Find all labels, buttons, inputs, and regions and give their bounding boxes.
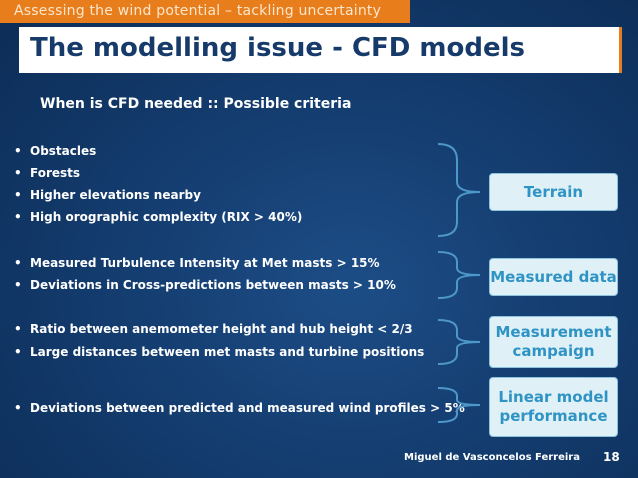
brace-measured-data bbox=[437, 251, 481, 299]
footer-author: Miguel de Vasconcelos Ferreira bbox=[404, 452, 580, 463]
bullet-text: Higher elevations nearby bbox=[30, 188, 201, 202]
brace-terrain bbox=[437, 143, 481, 237]
bullet-marker: • bbox=[14, 322, 22, 336]
section-header-bar: Assessing the wind potential – tackling … bbox=[0, 0, 410, 23]
bullet-marker: • bbox=[14, 256, 22, 270]
section-header-text: Assessing the wind potential – tackling … bbox=[14, 3, 382, 19]
criterion-linear-model-performance: Linear model performance bbox=[489, 377, 618, 437]
criterion-measured-data: Measured data bbox=[489, 258, 618, 296]
bullet-text: Deviations in Cross-predictions between … bbox=[30, 278, 396, 292]
bullet-item: • Higher elevations nearby bbox=[14, 188, 201, 202]
slide-subtitle: When is CFD needed :: Possible criteria bbox=[40, 96, 352, 112]
bullet-item: • Obstacles bbox=[14, 144, 96, 158]
criterion-measurement-campaign: Measurement campaign bbox=[489, 316, 618, 368]
bullet-marker: • bbox=[14, 345, 22, 359]
bullet-marker: • bbox=[14, 401, 22, 415]
criterion-terrain: Terrain bbox=[489, 173, 618, 211]
bullet-text: Obstacles bbox=[30, 144, 97, 158]
brace-linear-model bbox=[437, 387, 481, 423]
bullet-text: High orographic complexity (RIX > 40%) bbox=[30, 210, 303, 224]
bullet-text: Deviations between predicted and measure… bbox=[30, 401, 465, 415]
bullet-marker: • bbox=[14, 144, 22, 158]
bullet-text: Forests bbox=[30, 166, 81, 180]
bullet-marker: • bbox=[14, 278, 22, 292]
title-box: The modelling issue - CFD models bbox=[19, 27, 622, 73]
bullet-text: Measured Turbulence Intensity at Met mas… bbox=[30, 256, 380, 270]
bullet-marker: • bbox=[14, 188, 22, 202]
bullet-item: • Forests bbox=[14, 166, 80, 180]
slide-title: The modelling issue - CFD models bbox=[30, 33, 526, 63]
bullet-marker: • bbox=[14, 210, 22, 224]
bullet-item: • High orographic complexity (RIX > 40%) bbox=[14, 210, 302, 224]
bullet-marker: • bbox=[14, 166, 22, 180]
page-number: 18 bbox=[603, 450, 620, 464]
bullet-text: Large distances between met masts and tu… bbox=[30, 345, 425, 359]
bullet-item: • Measured Turbulence Intensity at Met ma… bbox=[14, 256, 380, 270]
brace-measurement-campaign bbox=[437, 319, 481, 365]
bullet-item: • Large distances between met masts and t… bbox=[14, 345, 424, 359]
bullet-item: • Deviations between predicted and measur… bbox=[14, 401, 465, 415]
bullet-item: • Ratio between anemometer height and hub… bbox=[14, 322, 413, 336]
bullet-text: Ratio between anemometer height and hub … bbox=[30, 322, 413, 336]
bullet-item: • Deviations in Cross-predictions between… bbox=[14, 278, 396, 292]
